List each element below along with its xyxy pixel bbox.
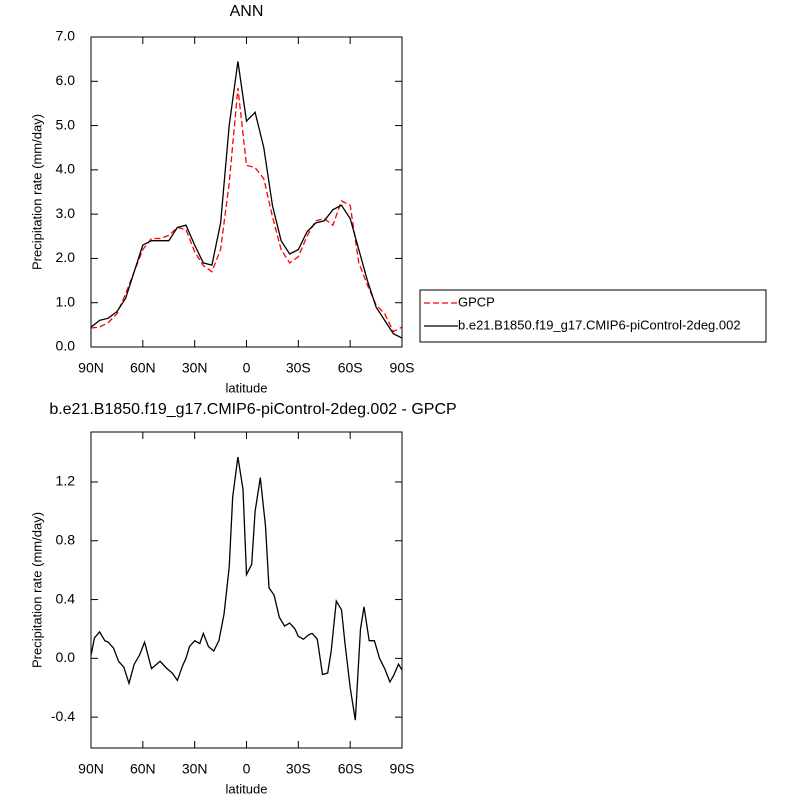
x-axis-label: latitude: [226, 781, 268, 796]
x-tick-label: 0: [243, 761, 251, 777]
y-tick-label: 3.0: [56, 205, 76, 221]
y-tick-label: 5.0: [56, 116, 76, 132]
y-tick-label: 7.0: [56, 28, 76, 44]
y-tick-label: 4.0: [56, 161, 76, 177]
x-axis-label: latitude: [226, 380, 268, 395]
legend-label: GPCP: [458, 294, 495, 309]
chart-title: ANN: [230, 3, 264, 20]
y-tick-label: 0.0: [56, 338, 76, 354]
y-tick-label: 0.4: [56, 590, 76, 606]
y-tick-label: 0.8: [56, 531, 76, 547]
y-axis-label: Precipitation rate (mm/day): [29, 512, 44, 668]
x-tick-label: 30S: [286, 360, 311, 376]
y-axis-label: Precipitation rate (mm/day): [29, 114, 44, 270]
y-tick-label: -0.4: [51, 708, 75, 724]
x-tick-label: 30N: [182, 360, 208, 376]
x-tick-label: 30N: [182, 761, 208, 777]
y-tick-label: 0.0: [56, 649, 76, 665]
chart-title: b.e21.B1850.f19_g17.CMIP6-piControl-2deg…: [49, 401, 456, 418]
x-tick-label: 90N: [78, 360, 104, 376]
x-tick-label: 90S: [390, 360, 415, 376]
legend-label: b.e21.B1850.f19_g17.CMIP6-piControl-2deg…: [458, 317, 741, 332]
y-tick-label: 1.0: [56, 293, 76, 309]
y-tick-label: 1.2: [56, 473, 76, 489]
x-tick-label: 90S: [390, 761, 415, 777]
x-tick-label: 30S: [286, 761, 311, 777]
x-tick-label: 60N: [130, 761, 156, 777]
y-tick-label: 2.0: [56, 249, 76, 265]
data-line: [90, 456, 403, 721]
data-line: [90, 61, 403, 339]
x-tick-label: 60S: [338, 360, 363, 376]
x-tick-label: 0: [243, 360, 251, 376]
y-tick-label: 6.0: [56, 72, 76, 88]
plot-frame: [90, 431, 403, 749]
x-tick-label: 60S: [338, 761, 363, 777]
legend-box: [419, 289, 767, 343]
x-tick-label: 90N: [78, 761, 104, 777]
plot-frame: [90, 36, 403, 348]
x-tick-label: 60N: [130, 360, 156, 376]
data-line: [90, 87, 403, 333]
